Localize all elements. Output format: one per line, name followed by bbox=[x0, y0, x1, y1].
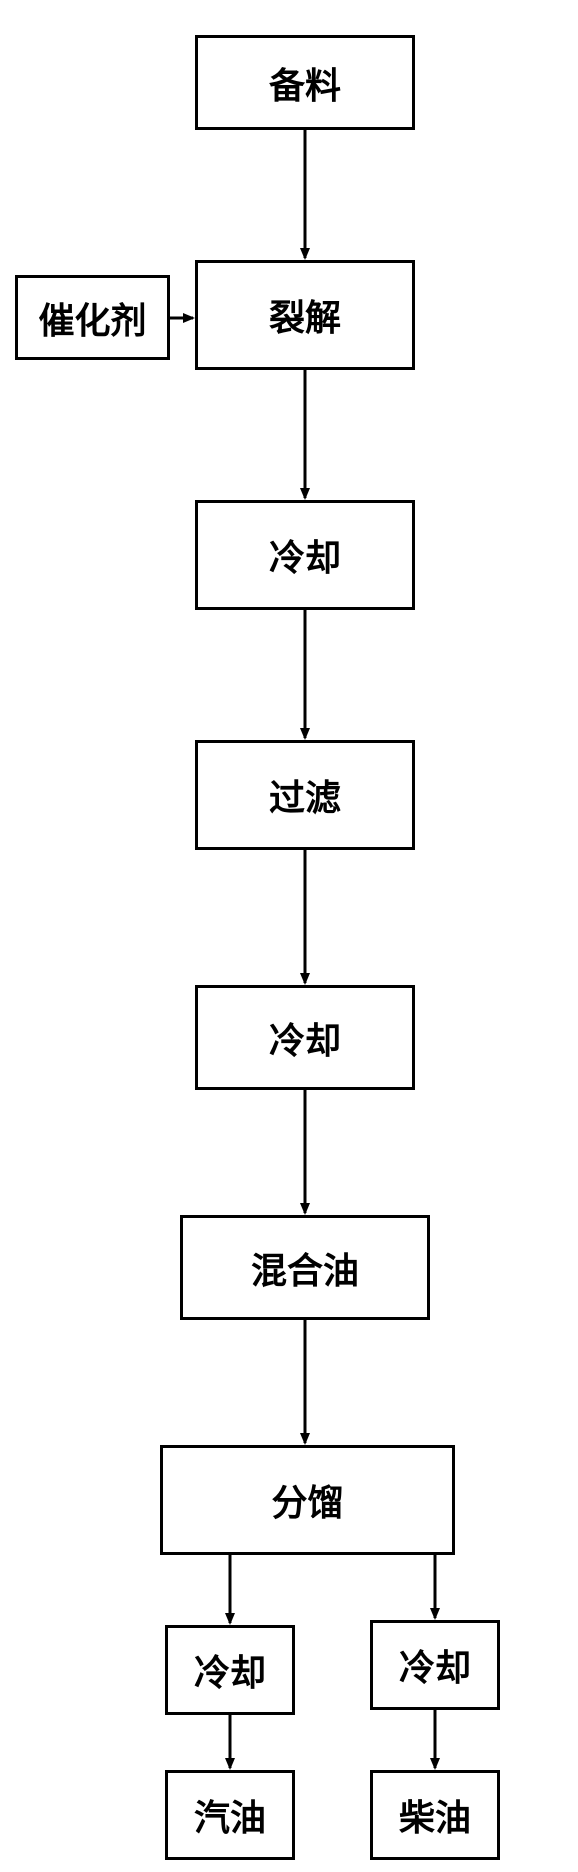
node-cracking: 裂解 bbox=[195, 260, 415, 370]
node-catalyst: 催化剂 bbox=[15, 275, 170, 360]
node-cooling-left: 冷却 bbox=[165, 1625, 295, 1715]
node-label: 冷却 bbox=[269, 1012, 341, 1064]
node-label: 冷却 bbox=[399, 1639, 471, 1691]
node-diesel: 柴油 bbox=[370, 1770, 500, 1860]
node-prep: 备料 bbox=[195, 35, 415, 130]
node-cooling-2: 冷却 bbox=[195, 985, 415, 1090]
node-label: 混合油 bbox=[251, 1242, 359, 1294]
node-fractionate: 分馏 bbox=[160, 1445, 455, 1555]
node-cooling-1: 冷却 bbox=[195, 500, 415, 610]
node-label: 过滤 bbox=[269, 769, 341, 821]
node-label: 分馏 bbox=[271, 1474, 343, 1526]
node-label: 备料 bbox=[269, 57, 341, 109]
node-gasoline: 汽油 bbox=[165, 1770, 295, 1860]
node-mixed-oil: 混合油 bbox=[180, 1215, 430, 1320]
node-label: 柴油 bbox=[399, 1789, 471, 1841]
node-label: 冷却 bbox=[269, 529, 341, 581]
node-filter: 过滤 bbox=[195, 740, 415, 850]
node-label: 汽油 bbox=[194, 1789, 266, 1841]
node-label: 冷却 bbox=[194, 1644, 266, 1696]
node-cooling-right: 冷却 bbox=[370, 1620, 500, 1710]
node-label: 裂解 bbox=[269, 289, 341, 341]
node-label: 催化剂 bbox=[38, 292, 146, 344]
